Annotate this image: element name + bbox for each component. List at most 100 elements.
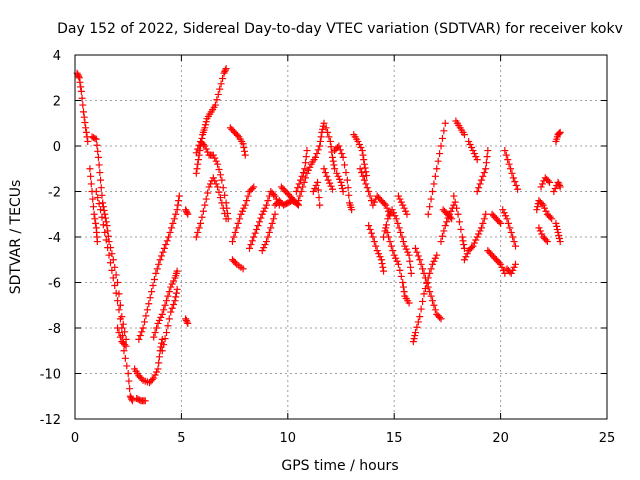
data-point — [555, 130, 563, 138]
data-point — [243, 197, 251, 205]
data-point — [329, 157, 337, 165]
data-point — [475, 230, 483, 238]
data-point — [316, 137, 324, 145]
data-point — [328, 185, 336, 193]
data-point — [234, 219, 242, 227]
y-tick-label: -8 — [48, 322, 61, 337]
data-point — [395, 224, 403, 232]
data-point — [158, 347, 166, 355]
data-point — [498, 263, 506, 271]
data-point — [406, 257, 414, 265]
data-point — [168, 280, 176, 288]
data-point — [472, 236, 480, 244]
data-point — [369, 201, 377, 209]
data-point — [170, 300, 178, 308]
data-point — [127, 394, 135, 402]
chart-title: Day 152 of 2022, Sidereal Day-to-day VTE… — [57, 21, 623, 37]
data-point — [555, 180, 563, 188]
data-point — [482, 159, 490, 167]
data-point — [231, 228, 239, 236]
data-point — [552, 219, 560, 227]
data-point — [411, 329, 419, 337]
data-point — [465, 137, 473, 145]
data-point — [533, 206, 541, 214]
data-point — [507, 269, 515, 277]
data-point — [506, 224, 514, 232]
data-point — [303, 169, 311, 177]
data-point — [437, 238, 445, 246]
data-point — [295, 180, 303, 188]
y-tick-label: -4 — [48, 231, 61, 246]
data-point — [362, 168, 370, 176]
data-point — [399, 238, 407, 246]
data-point — [402, 207, 410, 215]
data-point — [141, 397, 149, 405]
data-point — [149, 282, 157, 290]
data-point — [382, 201, 390, 209]
data-point — [194, 160, 202, 168]
data-point — [388, 206, 396, 214]
data-point — [417, 305, 425, 313]
data-point — [195, 224, 203, 232]
data-point — [255, 218, 263, 226]
data-point — [324, 176, 332, 184]
data-point — [299, 183, 307, 191]
data-point — [77, 87, 85, 95]
data-point — [511, 178, 519, 186]
data-point — [320, 165, 328, 173]
data-point — [248, 237, 256, 245]
data-point — [75, 74, 83, 82]
data-point — [197, 219, 205, 227]
data-point — [394, 260, 402, 268]
y-tick-label: 0 — [53, 140, 61, 155]
data-point — [327, 182, 335, 190]
data-point — [466, 140, 474, 148]
data-point — [261, 241, 269, 249]
data-point — [264, 233, 272, 241]
data-point — [158, 252, 166, 260]
data-point — [98, 213, 106, 221]
data-point — [93, 141, 101, 149]
data-point — [314, 146, 322, 154]
data-point — [211, 177, 219, 185]
data-point — [431, 254, 439, 262]
data-point — [231, 259, 239, 267]
data-point — [401, 242, 409, 250]
data-point — [333, 169, 341, 177]
data-point — [324, 128, 332, 136]
data-point — [94, 194, 102, 202]
data-point — [170, 215, 178, 223]
data-point — [91, 215, 99, 223]
data-point — [216, 85, 224, 93]
data-point — [468, 244, 476, 252]
data-point — [537, 183, 545, 191]
data-point — [209, 174, 217, 182]
data-point — [555, 181, 563, 189]
data-point — [198, 213, 206, 221]
data-point — [405, 299, 413, 307]
data-point — [436, 150, 444, 158]
data-point — [247, 241, 255, 249]
data-point — [209, 151, 217, 159]
data-point — [151, 371, 159, 379]
data-point — [268, 219, 276, 227]
data-point — [410, 335, 418, 343]
data-point — [102, 236, 110, 244]
data-point — [215, 188, 223, 196]
data-point — [211, 154, 219, 162]
data-point — [241, 201, 249, 209]
data-point — [160, 244, 168, 252]
data-point — [316, 201, 324, 209]
data-point — [429, 260, 437, 268]
data-point — [116, 315, 124, 323]
data-point — [440, 227, 448, 235]
data-point — [138, 328, 146, 336]
data-point — [387, 242, 395, 250]
data-point — [441, 119, 449, 127]
data-point — [402, 245, 410, 253]
data-point — [550, 188, 558, 195]
data-point — [414, 318, 422, 326]
data-point — [152, 269, 160, 277]
data-point — [97, 206, 105, 214]
data-point — [379, 263, 387, 271]
